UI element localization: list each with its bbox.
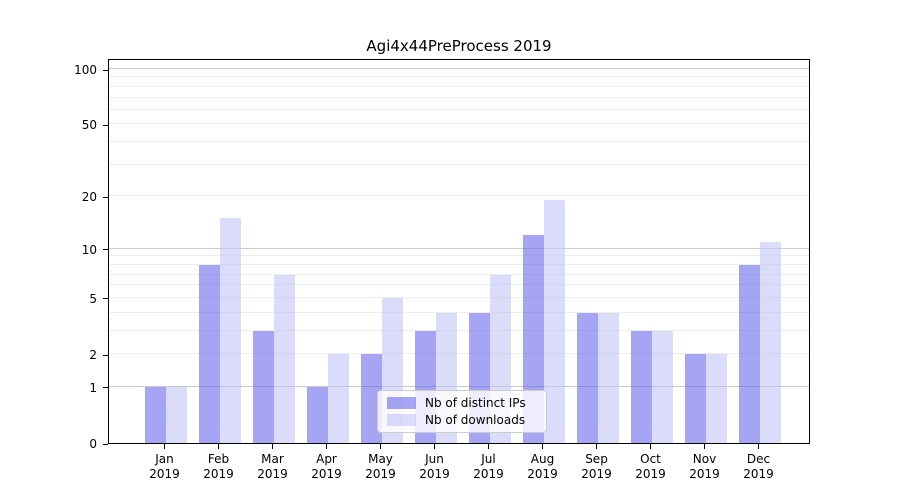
gridline-minor: [109, 108, 809, 110]
x-tick-label: May 2019: [365, 452, 396, 482]
x-tick-mark: [434, 444, 435, 449]
x-tick-mark: [272, 444, 273, 449]
x-tick-mark: [650, 444, 651, 449]
legend-swatch-distinct-ips: [387, 397, 416, 409]
gridline-minor: [109, 85, 809, 87]
y-tick-label: 50: [81, 118, 97, 133]
y-tick-mark: [103, 354, 108, 356]
y-tick-label: 2: [89, 348, 97, 362]
x-tick-mark: [542, 444, 543, 449]
x-tick-label: Oct 2019: [635, 452, 666, 482]
x-tick-label: Sep 2019: [581, 452, 612, 482]
y-tick-label: 20: [81, 190, 97, 205]
y-tick-mark: [103, 249, 108, 251]
bar-distinct-ips-dec: [738, 264, 760, 443]
x-tick-label: Jul 2019: [473, 452, 504, 482]
chart-title: Agi4x44PreProcess 2019: [366, 37, 552, 55]
x-tick-label: Jun 2019: [419, 452, 450, 482]
legend: Nb of distinct IPs Nb of downloads: [377, 390, 547, 433]
gridline-minor: [109, 263, 809, 265]
bar-distinct-ips-sep: [576, 312, 598, 443]
x-tick-label: Feb 2019: [203, 452, 234, 482]
x-tick-mark: [326, 444, 327, 449]
x-tick-mark: [218, 444, 219, 449]
gridline-minor: [109, 311, 809, 313]
bar-downloads-oct: [651, 330, 673, 443]
gridline-minor: [109, 284, 809, 286]
gridline-minor: [109, 123, 809, 125]
y-tick-label: 10: [81, 242, 97, 257]
bar-downloads-jan: [165, 386, 187, 443]
y-tick-mark: [103, 443, 108, 445]
legend-item-downloads: Nb of downloads: [387, 413, 537, 427]
bar-distinct-ips-oct: [630, 330, 652, 443]
gridline-layer: [109, 60, 809, 443]
gridline-major: [109, 247, 809, 249]
x-tick-label: Dec 2019: [743, 452, 774, 482]
bar-downloads-sep: [597, 312, 619, 443]
bar-downloads-nov: [705, 354, 727, 443]
x-tick-mark: [596, 444, 597, 449]
y-tick-mark: [103, 196, 108, 198]
bar-distinct-ips-jan: [144, 386, 166, 443]
x-tick-mark: [758, 444, 759, 449]
x-tick-mark: [704, 444, 705, 449]
bar-distinct-ips-feb: [198, 264, 220, 443]
y-tick-mark: [103, 124, 108, 126]
gridline-minor: [109, 76, 809, 78]
x-tick-mark: [380, 444, 381, 449]
x-tick-label: Aug 2019: [527, 452, 558, 482]
gridline-minor: [109, 353, 809, 354]
y-tick-mark: [103, 298, 108, 300]
gridline-minor: [109, 296, 809, 298]
legend-label-distinct-ips: Nb of distinct IPs: [425, 396, 526, 410]
y-tick-mark: [103, 387, 108, 389]
gridline-minor: [109, 195, 809, 197]
legend-swatch-downloads: [387, 414, 416, 426]
y-tick-label: 1: [89, 380, 97, 395]
bars-layer: [109, 60, 809, 443]
y-tick-label: 5: [89, 291, 97, 306]
gridline-minor: [109, 255, 809, 257]
bar-distinct-ips-may: [360, 354, 382, 443]
plot-area: [108, 59, 810, 444]
y-tick-label: 100: [74, 63, 97, 77]
bar-distinct-ips-apr: [306, 386, 328, 443]
legend-label-downloads: Nb of downloads: [425, 413, 526, 427]
x-tick-label: Jan 2019: [149, 452, 180, 482]
x-tick-mark: [164, 444, 165, 449]
x-tick-label: Apr 2019: [311, 452, 342, 482]
bar-downloads-dec: [759, 241, 781, 443]
gridline-minor: [109, 273, 809, 275]
x-tick-mark: [488, 444, 489, 449]
bar-downloads-mar: [273, 274, 295, 443]
y-tick-label: 0: [89, 437, 97, 451]
x-tick-label: Mar 2019: [257, 452, 288, 482]
gridline-minor: [109, 141, 809, 143]
legend-item-distinct-ips: Nb of distinct IPs: [387, 396, 537, 410]
gridline-major: [109, 385, 809, 387]
gridline-minor: [109, 329, 809, 331]
y-tick-mark: [103, 69, 108, 71]
bar-downloads-feb: [219, 218, 241, 443]
bar-downloads-aug: [543, 200, 565, 443]
bar-distinct-ips-nov: [684, 354, 706, 443]
gridline-minor: [109, 163, 809, 165]
bar-downloads-apr: [327, 354, 349, 443]
gridline-major: [109, 68, 809, 69]
gridline-minor: [109, 96, 809, 98]
x-tick-label: Nov 2019: [689, 452, 720, 482]
bar-distinct-ips-mar: [252, 330, 274, 443]
